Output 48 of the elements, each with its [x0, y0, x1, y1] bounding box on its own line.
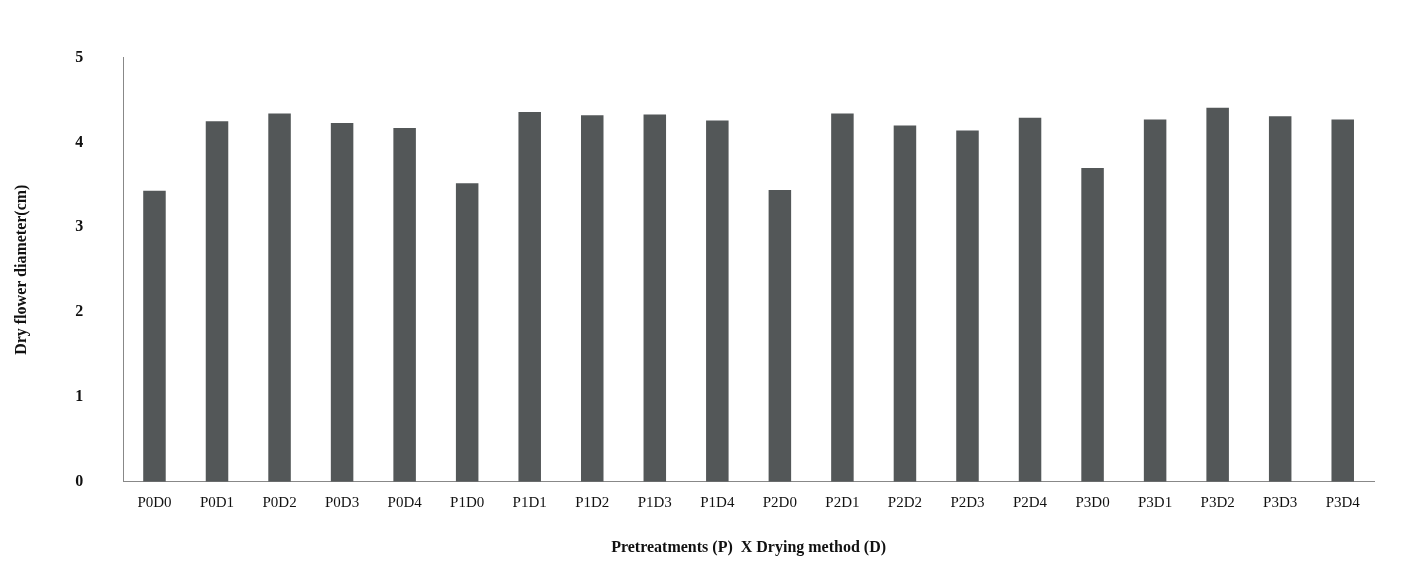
x-tick-label: P2D0 [762, 493, 797, 510]
y-tick-label: 4 [75, 132, 84, 150]
x-tick-label: P3D0 [1075, 493, 1110, 510]
bar [143, 190, 166, 482]
y-axis-title: Dry flower diameter(cm) [11, 184, 30, 355]
y-tick-label: 5 [75, 47, 84, 65]
x-tick-label: P3D1 [1138, 493, 1173, 510]
y-tick-label: 2 [75, 302, 84, 320]
x-axis-title: Pretreatments (P) X Drying method (D) [611, 537, 887, 556]
bar [643, 114, 667, 482]
x-tick-label: P2D4 [1012, 493, 1048, 510]
bar [393, 128, 416, 482]
bar [1081, 167, 1104, 482]
bar [831, 113, 854, 482]
x-tick-label: P3D3 [1263, 493, 1298, 510]
bar [1268, 116, 1292, 482]
bar [893, 125, 917, 482]
x-tick-label: P1D3 [637, 493, 672, 510]
x-tick-label: P2D2 [887, 493, 923, 510]
y-tick-label: 0 [75, 471, 84, 489]
x-tick-label: P1D2 [575, 493, 610, 510]
x-tick-label: P3D2 [1200, 493, 1235, 510]
bar [268, 113, 291, 482]
x-tick-label: P0D2 [262, 493, 297, 510]
bar [1206, 107, 1229, 482]
x-tick-label: P0D4 [387, 493, 423, 510]
bar [580, 115, 604, 482]
x-tick-label: P1D1 [512, 493, 547, 510]
x-tick-label: P0D0 [137, 493, 172, 510]
bar [1018, 117, 1042, 482]
x-tick-label: P0D3 [325, 493, 360, 510]
x-tick-label: P2D1 [825, 493, 860, 510]
x-tick-label: P1D0 [450, 493, 485, 510]
bar [768, 189, 792, 482]
x-tick-label: P2D3 [950, 493, 985, 510]
x-tick-label: P0D1 [199, 493, 235, 510]
bar [706, 120, 729, 482]
bar [205, 121, 229, 482]
y-tick-label: 1 [75, 387, 84, 405]
bar [455, 183, 479, 482]
y-tick-label: 3 [75, 217, 84, 235]
x-tick-label: P3D4 [1325, 493, 1361, 510]
bar [330, 122, 354, 482]
bar [1143, 119, 1167, 482]
bar [518, 111, 541, 482]
bar [1331, 119, 1354, 482]
x-tick-label: P1D4 [700, 493, 735, 510]
bar [956, 130, 979, 482]
